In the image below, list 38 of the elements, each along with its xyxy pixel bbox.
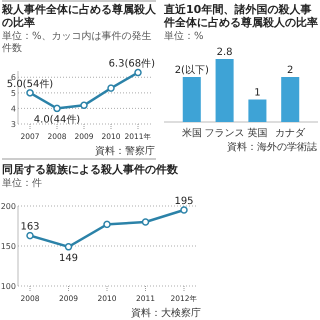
chart-title: 同居する親族による殺人事件の件数 xyxy=(2,163,179,176)
text: 資料：大検察庁 xyxy=(131,307,201,319)
point xyxy=(80,102,88,110)
point xyxy=(134,68,142,76)
data-label: 149 xyxy=(58,252,78,264)
data-label: 6.3(68件) xyxy=(108,58,156,70)
point xyxy=(180,206,188,214)
y-tick-label: 150 xyxy=(0,242,16,251)
point xyxy=(26,232,34,240)
point xyxy=(64,243,72,251)
data-label: 195 xyxy=(174,196,194,207)
point xyxy=(107,84,115,92)
chart-subtitle: 単位：%、カッコ内は事件の発生件数 xyxy=(2,30,152,54)
chart-title: 殺人事件全体に占める尊属殺人の比率 xyxy=(1,3,157,29)
chart-title: 直近10年間、諸外国の殺人事件全体に占める尊属殺人の比率 xyxy=(163,3,318,29)
point xyxy=(103,220,111,228)
x-tick-label: カナダ xyxy=(275,127,306,139)
data-label: 2(以下) xyxy=(174,64,209,76)
y-tick-label: 5 xyxy=(10,88,16,98)
x-tick-label: 米国 xyxy=(182,127,202,139)
data-label: 2 xyxy=(287,65,294,76)
x-tick-label: 英国 xyxy=(247,127,268,139)
text: 資料：警察庁 xyxy=(95,145,155,157)
data-label: 1 xyxy=(254,88,261,98)
point xyxy=(26,89,34,97)
data-label: 163 xyxy=(20,222,40,233)
y-tick-label: 200 xyxy=(0,202,16,211)
chart-subtitle: 単位：件 xyxy=(2,177,42,189)
data-label: 4.0(44件) xyxy=(34,114,80,126)
y-tick-label: 4 xyxy=(10,104,16,114)
text: 資料：海外の学術誌 xyxy=(227,141,317,153)
point xyxy=(142,218,150,226)
y-tick-label: 3 xyxy=(10,120,16,129)
point xyxy=(53,104,61,112)
data-label: 2.8 xyxy=(216,47,233,58)
y-tick-label: 100 xyxy=(0,282,16,291)
chart-subtitle: 単位：% xyxy=(164,30,204,42)
x-tick-label: フランス xyxy=(204,128,245,139)
